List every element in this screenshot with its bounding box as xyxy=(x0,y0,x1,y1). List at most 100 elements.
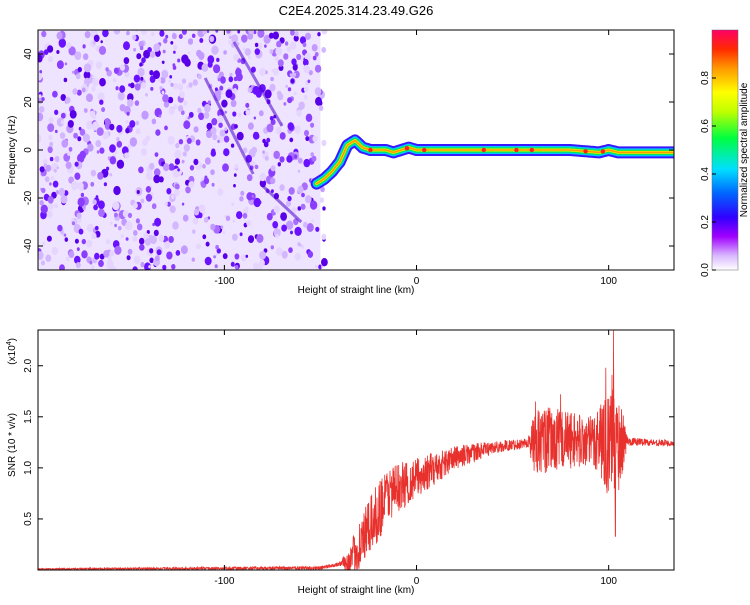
noise-blob xyxy=(287,97,293,104)
noise-blob xyxy=(129,137,138,147)
noise-blob xyxy=(91,86,96,92)
noise-blob xyxy=(159,30,165,37)
noise-blob xyxy=(99,99,104,105)
noise-blob xyxy=(314,87,322,96)
noise-blob xyxy=(38,112,44,122)
noise-blob xyxy=(230,99,237,108)
noise-blob xyxy=(302,58,309,67)
noise-blob xyxy=(235,68,242,77)
noise-blob xyxy=(311,219,314,223)
noise-blob xyxy=(204,256,212,266)
noise-blob xyxy=(202,234,207,240)
noise-blob xyxy=(321,233,327,240)
noise-blob xyxy=(236,211,243,220)
snr-y-tick-label: 2.0 xyxy=(23,358,34,372)
noise-blob xyxy=(287,122,294,131)
noise-blob xyxy=(155,255,160,262)
noise-blob xyxy=(47,146,53,154)
noise-blob xyxy=(314,264,318,269)
noise-blob xyxy=(71,70,75,74)
noise-blob xyxy=(109,123,115,131)
noise-blob xyxy=(294,125,301,134)
noise-blob xyxy=(258,110,264,117)
noise-blob xyxy=(141,110,149,120)
noise-blob xyxy=(230,261,235,267)
noise-blob xyxy=(95,195,99,199)
noise-blob xyxy=(283,102,287,106)
noise-blob xyxy=(228,76,234,83)
noise-blob xyxy=(305,113,313,123)
noise-blob xyxy=(242,47,246,51)
noise-blob xyxy=(214,88,222,98)
snr-y-tick-label: 1.0 xyxy=(23,460,34,474)
snr-x-tick-label: -100 xyxy=(214,576,234,587)
noise-blob xyxy=(175,250,181,256)
spec-x-tick-label: 100 xyxy=(600,276,617,287)
noise-blob xyxy=(144,238,151,246)
noise-blob xyxy=(275,47,283,56)
noise-blob xyxy=(251,146,258,154)
noise-blob xyxy=(154,152,159,158)
spectrogram-x-axis-label: Height of straight line (km) xyxy=(298,285,415,296)
noise-blob xyxy=(305,136,310,142)
noise-blob xyxy=(92,75,95,79)
spec-y-tick-label: 0 xyxy=(23,147,34,153)
noise-blob xyxy=(294,226,302,236)
noise-blob xyxy=(76,247,80,252)
noise-blob xyxy=(112,201,120,211)
noise-blob xyxy=(286,46,292,53)
noise-blob xyxy=(187,51,191,55)
noise-blob xyxy=(86,120,94,130)
noise-blob xyxy=(309,200,318,210)
noise-blob xyxy=(270,76,274,82)
ridge-peak-mark xyxy=(368,147,373,153)
noise-blob xyxy=(169,205,176,214)
noise-blob xyxy=(247,235,255,244)
noise-blob xyxy=(139,45,144,51)
noise-blob xyxy=(141,82,147,89)
noise-blob xyxy=(133,74,141,83)
noise-blob xyxy=(109,221,113,225)
noise-blob xyxy=(46,235,52,242)
noise-blob xyxy=(127,93,134,102)
noise-blob xyxy=(135,128,141,135)
noise-blob xyxy=(201,63,209,72)
noise-blob xyxy=(97,172,104,180)
noise-blob xyxy=(318,264,322,270)
noise-blob xyxy=(270,245,274,250)
noise-blob xyxy=(269,49,274,54)
noise-blob xyxy=(48,134,53,140)
noise-blob xyxy=(74,255,81,264)
noise-blob xyxy=(38,94,42,99)
noise-blob xyxy=(181,30,187,35)
noise-blob xyxy=(145,135,151,142)
noise-blob xyxy=(52,90,58,98)
noise-blob xyxy=(239,232,243,237)
noise-blob xyxy=(211,45,219,55)
noise-blob xyxy=(211,182,215,187)
noise-streak xyxy=(261,184,303,224)
noise-blob xyxy=(252,85,260,95)
noise-blob xyxy=(113,67,119,74)
noise-blob xyxy=(57,224,63,232)
noise-blob xyxy=(298,243,302,247)
noise-blob xyxy=(319,197,324,203)
noise-blob xyxy=(135,218,140,224)
noise-blob xyxy=(109,156,117,165)
svg-text:(x104): (x104) xyxy=(6,338,18,365)
noise-blob xyxy=(169,75,173,79)
noise-blob xyxy=(94,252,100,260)
noise-blob xyxy=(291,58,297,66)
noise-blob xyxy=(170,41,174,45)
noise-blob xyxy=(49,156,54,162)
noise-blob xyxy=(112,78,117,83)
noise-blob xyxy=(140,148,147,156)
noise-blob xyxy=(79,128,86,136)
noise-blob xyxy=(96,127,104,136)
noise-blob xyxy=(203,217,209,223)
noise-blob xyxy=(246,220,252,227)
noise-blob xyxy=(143,232,149,240)
noise-blob xyxy=(224,110,227,114)
noise-blob xyxy=(151,203,157,210)
noise-blob xyxy=(52,180,59,188)
